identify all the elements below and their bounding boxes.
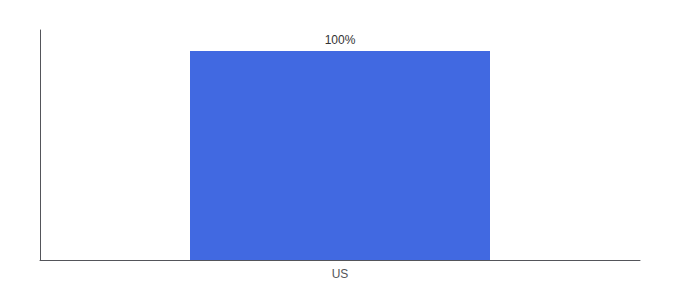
svg-text:100%: 100% [325,33,356,47]
svg-text:US: US [332,267,349,281]
